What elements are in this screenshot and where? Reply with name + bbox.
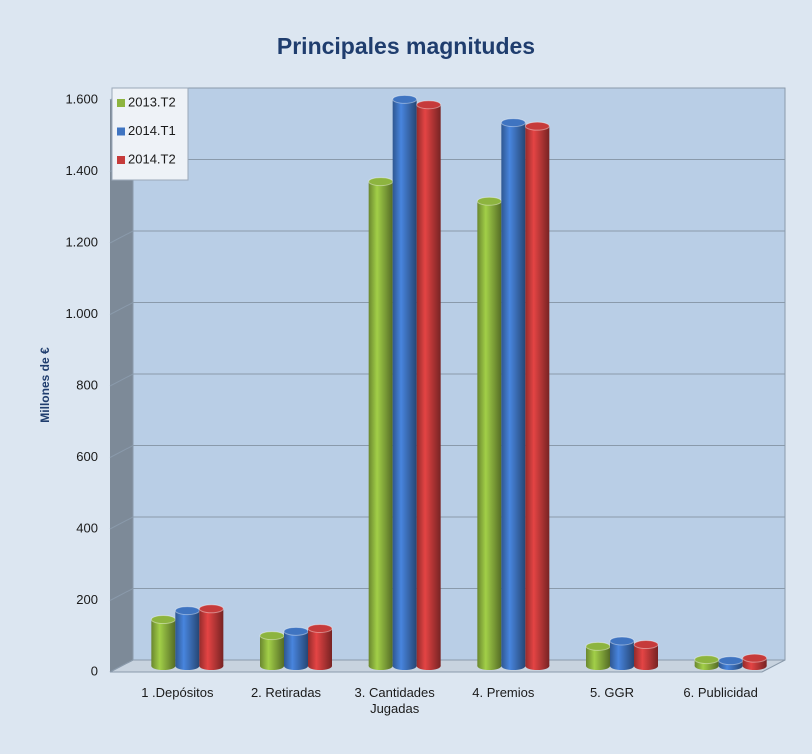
grid-line [109,659,785,673]
legend-label: 2014.T1 [128,123,176,138]
bar [610,640,634,666]
x-tick-label: 1 .Depósitos [141,685,214,700]
bar-top [259,631,285,641]
bar-top [368,177,394,187]
bar-top [198,604,224,614]
bar [308,628,332,666]
grid-line [109,373,785,387]
bar [586,646,610,666]
chart-title: Principales magnitudes [277,33,535,59]
legend-label: 2014.T2 [128,151,176,166]
bar-top [476,196,502,206]
bar-top [500,118,526,128]
y-tick-label: 0 [91,663,98,678]
bar [501,122,526,667]
bar [477,201,502,666]
y-tick-label: 1.000 [65,306,98,321]
grid-line [109,588,785,601]
grid-line [109,445,785,458]
bar-top [392,94,418,104]
y-tick-label: 1.200 [65,234,98,249]
bar-top [174,606,200,616]
bar-top [718,656,744,666]
bar [368,181,393,666]
y-tick-label: 200 [76,592,98,607]
bar [525,126,550,667]
legend-swatch [117,127,125,136]
grid-line [109,302,785,315]
bar [260,635,284,666]
x-tick-label: 3. Cantidades Jugadas [354,685,435,716]
grid-line [109,230,785,244]
bar [199,608,224,666]
y-tick-label: 400 [76,520,98,535]
bar-top [283,626,309,636]
x-tick-label: 6. Publicidad [683,685,758,700]
x-tick-label: 2. Retiradas [250,685,322,700]
bar-top [609,636,635,646]
y-tick-label: 600 [76,449,98,464]
legend-swatch [117,99,125,107]
y-tick-label: 800 [76,377,98,392]
bar-top [633,640,659,650]
bar-top [307,623,333,633]
x-tick-label: 4. Premios [472,685,535,700]
bar-top [585,641,611,651]
x-tick-label: 5. GGR [589,685,635,700]
legend-label: 2013.T2 [128,94,176,109]
bar [151,619,176,666]
bar-top [742,653,768,663]
grid-line [109,516,785,530]
bar [416,104,441,667]
bar-top [416,100,442,110]
y-tick-label: 1.600 [65,91,98,106]
y-axis-label: Millones de € [38,347,52,423]
legend-swatch [117,156,125,164]
y-tick-label: 1.400 [65,163,98,178]
bar-top [150,615,176,625]
bar-top [694,655,720,665]
bar [634,644,658,666]
bar [392,99,417,667]
bar [284,631,308,666]
bar-top [524,121,550,131]
bar [175,610,200,666]
